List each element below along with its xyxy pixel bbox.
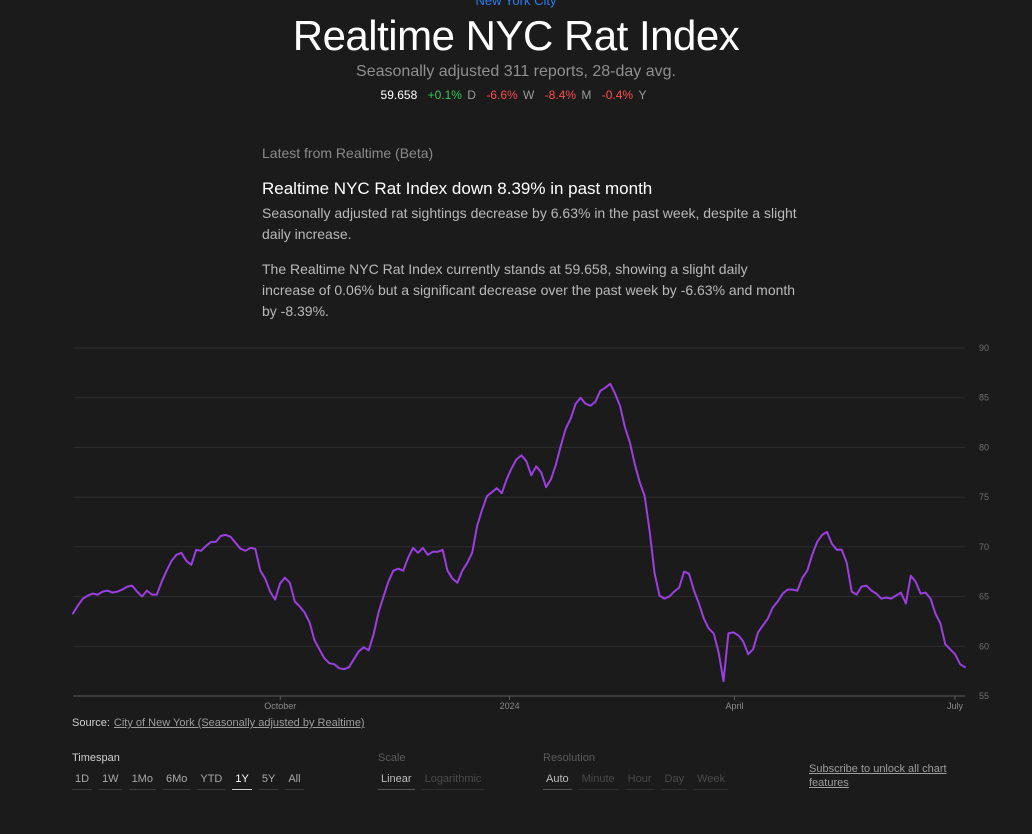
y-tick-label: 70	[979, 542, 989, 552]
timespan-label: Timespan	[72, 752, 120, 764]
rat-index-chart[interactable]: 55 60 65 70 75 80 85 90 October 2024 April July	[0, 338, 1032, 718]
page-title: Realtime NYC Rat Index	[292, 12, 740, 59]
week-change: -6.6%	[486, 88, 518, 102]
x-tick-label: July	[947, 701, 964, 711]
timespan-5y[interactable]: 5Y	[258, 771, 279, 790]
summary-body: The Realtime NYC Rat Index currently sta…	[262, 261, 796, 319]
y-tick-label: 90	[979, 343, 989, 353]
timespan-ytd[interactable]: YTD	[197, 771, 226, 790]
scale-buttons: Linear Logarithmic	[378, 771, 485, 790]
y-tick-label: 75	[979, 492, 989, 502]
day-change: +0.1%	[427, 88, 462, 102]
month-unit: M	[581, 88, 592, 102]
timespan-1d[interactable]: 1D	[72, 771, 93, 790]
summary-lead: Seasonally adjusted rat sightings decrea…	[262, 205, 797, 242]
scale-linear[interactable]: Linear	[378, 771, 415, 790]
page-subtitle: Seasonally adjusted 311 reports, 28-day …	[356, 63, 676, 80]
resolution-day[interactable]: Day	[661, 771, 688, 790]
y-tick-label: 60	[979, 641, 989, 651]
timespan-all[interactable]: All	[285, 771, 304, 790]
resolution-auto[interactable]: Auto	[543, 771, 572, 790]
month-change: -8.4%	[544, 88, 577, 102]
resolution-buttons: Auto Minute Hour Day Week	[543, 771, 728, 790]
source-line: Source: City of New York (Seasonally adju…	[72, 717, 365, 729]
timespan-1y[interactable]: 1Y	[232, 771, 252, 790]
week-unit: W	[523, 88, 535, 102]
x-tick-label: 2024	[500, 701, 520, 711]
resolution-hour[interactable]: Hour	[624, 771, 655, 790]
y-tick-label: 55	[979, 691, 989, 701]
x-tick-label: April	[725, 701, 743, 711]
timespan-buttons: 1D 1W 1Mo 6Mo YTD 1Y 5Y All	[72, 771, 304, 790]
timespan-6mo[interactable]: 6Mo	[162, 771, 191, 790]
y-tick-label: 80	[979, 442, 989, 452]
y-tick-label: 85	[979, 393, 989, 403]
rat-index-series-line	[72, 382, 966, 683]
source-link[interactable]: City of New York (Seasonally adjusted by…	[113, 717, 365, 729]
year-unit: Y	[638, 88, 647, 102]
timespan-1mo[interactable]: 1Mo	[128, 771, 156, 790]
resolution-minute[interactable]: Minute	[578, 771, 618, 790]
ai-summary: Latest from Realtime (Beta) Realtime NYC…	[262, 145, 802, 322]
resolution-week[interactable]: Week	[694, 771, 728, 790]
scale-logarithmic[interactable]: Logarithmic	[421, 771, 485, 790]
source-label: Source:	[72, 717, 110, 729]
y-tick-label: 65	[979, 592, 989, 602]
x-tick-label: October	[264, 701, 296, 711]
summary-kicker: Latest from Realtime (Beta)	[262, 145, 434, 161]
stats-bar: 59.658 +0.1% D -6.6% W -8.4% M -0.4% Y	[0, 88, 1032, 102]
scale-label: Scale	[378, 752, 406, 764]
location-link[interactable]: New York City	[475, 0, 557, 8]
resolution-label: Resolution	[543, 752, 595, 764]
timespan-1w[interactable]: 1W	[99, 771, 122, 790]
summary-headline: Realtime NYC Rat Index down 8.39% in pas…	[262, 179, 653, 198]
day-unit: D	[467, 88, 476, 102]
subscribe-link[interactable]: Subscribe to unlock all chart features	[809, 763, 947, 789]
current-value: 59.658	[380, 88, 418, 102]
year-change: -0.4%	[601, 88, 634, 102]
